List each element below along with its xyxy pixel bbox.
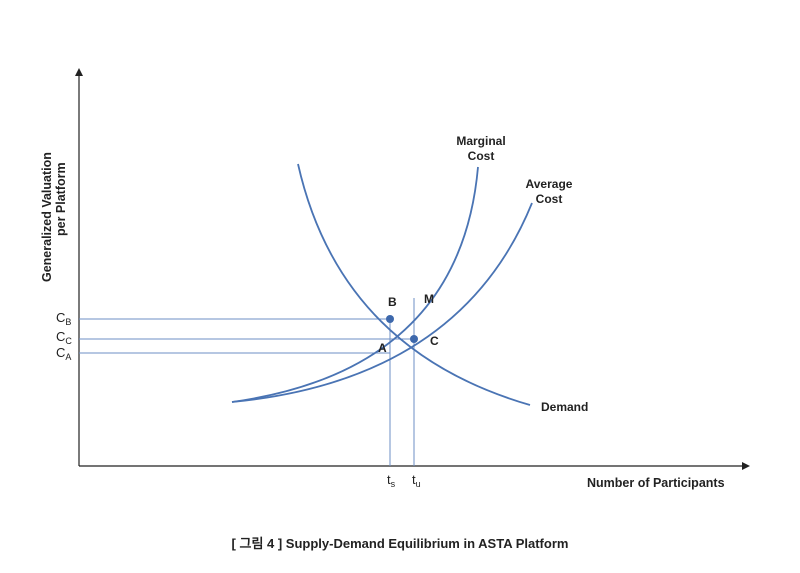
point-b-dot (386, 315, 394, 323)
point-a-label: A (378, 341, 387, 355)
average-cost-curve (231, 202, 533, 403)
marginal-cost-label-line-1: Marginal (456, 134, 505, 148)
guide-lines (79, 298, 415, 466)
point-c-label: C (430, 334, 439, 348)
ca-tick-label: CA (56, 345, 71, 362)
cb-tick-sub: B (65, 317, 71, 327)
point-c-dot (410, 335, 418, 343)
y-axis-title-line-1: Generalized Valuation (40, 152, 54, 282)
tu-tick-sub: u (416, 479, 421, 489)
demand-label: Demand (541, 400, 588, 414)
cb-tick-label: CB (56, 310, 71, 327)
ca-tick-sub: A (65, 352, 71, 362)
ts-tick-main: t (387, 472, 391, 487)
figure-caption: [ 그림 4 ] Supply-Demand Equilibrium in AS… (231, 536, 569, 551)
tu-tick-main: t (412, 472, 416, 487)
x-axis-title: Number of Participants (587, 476, 725, 490)
cc-tick-main: C (56, 329, 65, 344)
y-axis-title-line-2: per Platform (54, 162, 68, 236)
curves (231, 163, 533, 406)
marginal-cost-curve (231, 166, 479, 403)
average-cost-label-line-2: Cost (536, 192, 563, 206)
tu-tick-label: tu (412, 472, 421, 489)
point-m-label: M (424, 292, 434, 306)
ca-tick-main: C (56, 345, 65, 360)
cc-tick-label: CC (56, 329, 72, 346)
cc-tick-sub: C (65, 336, 72, 346)
demand-curve (297, 163, 531, 406)
cb-tick-main: C (56, 310, 65, 325)
marginal-cost-label-line-2: Cost (468, 149, 495, 163)
ts-tick-sub: s (391, 479, 396, 489)
point-b-label: B (388, 295, 397, 309)
average-cost-label-line-1: Average (526, 177, 573, 191)
y-axis-title: Generalized Valuation per Platform (40, 149, 68, 282)
ts-tick-label: ts (387, 472, 396, 489)
